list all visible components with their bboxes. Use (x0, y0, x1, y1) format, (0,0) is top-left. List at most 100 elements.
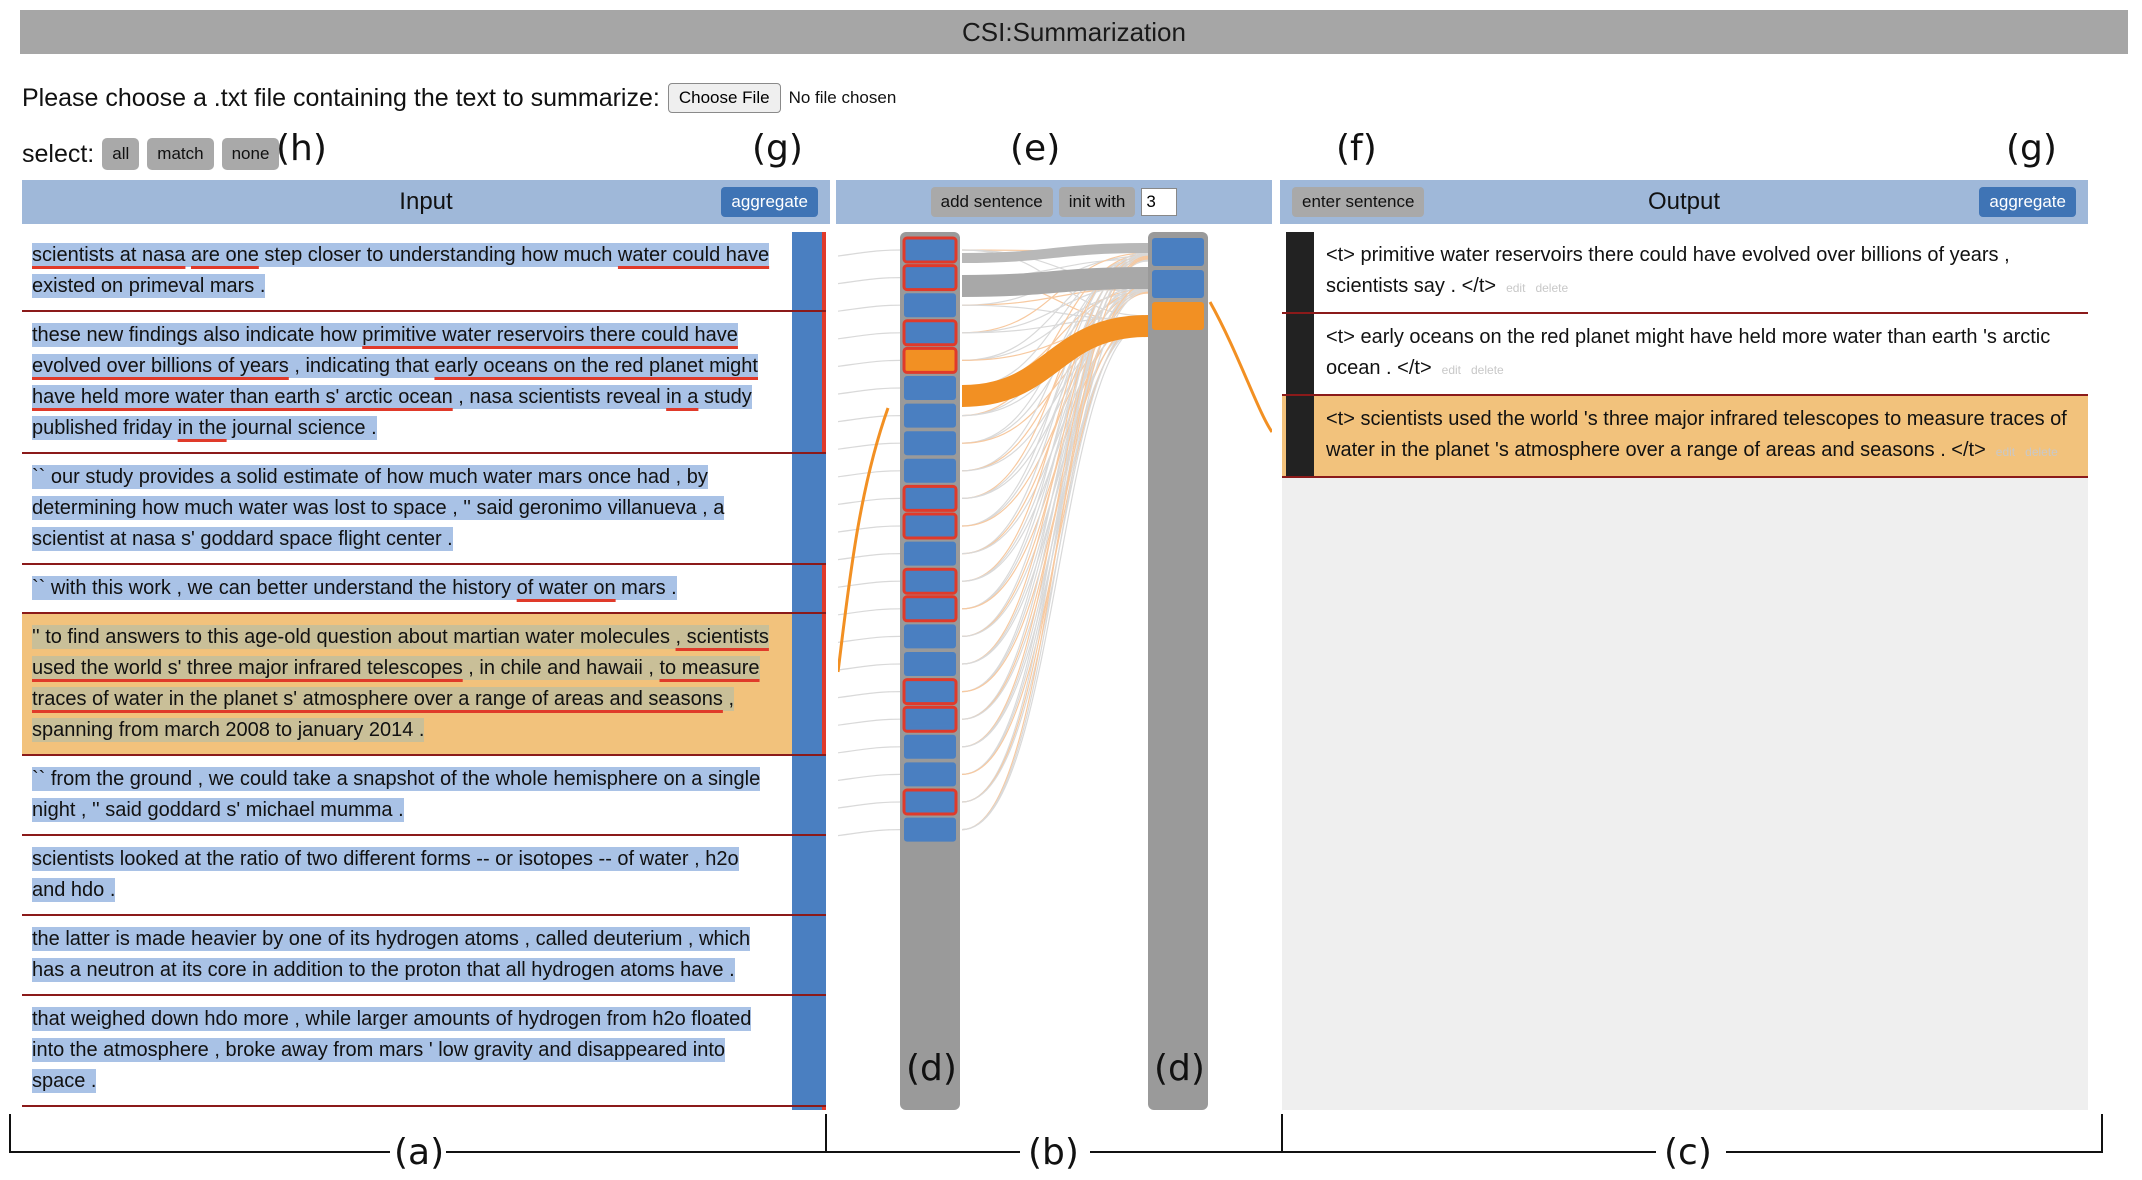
delete-link[interactable]: delete (1471, 363, 1504, 377)
sentence-fragment: `` with this work , we can better unders… (32, 577, 517, 599)
annotation-b: (b) (1028, 1132, 1079, 1173)
sentence-bar (792, 454, 826, 563)
annotation-a: (a) (394, 1132, 445, 1173)
choose-file-button[interactable]: Choose File (667, 83, 781, 113)
input-sentence[interactable]: that weighed down hdo more , while large… (22, 996, 826, 1107)
annotation-c: (c) (1664, 1132, 1712, 1173)
input-sentence[interactable]: `` from the ground , we could take a sna… (22, 756, 826, 836)
input-sentence-node[interactable] (902, 346, 958, 374)
enter-sentence-button[interactable]: enter sentence (1292, 187, 1425, 217)
output-sentence[interactable]: <t> scientists used the world 's three m… (1282, 396, 2088, 478)
matched-phrase: water could have (617, 244, 770, 266)
edit-link[interactable]: edit (1995, 445, 2016, 459)
input-sentence-node[interactable] (904, 376, 956, 400)
select-all-button[interactable]: all (102, 138, 140, 170)
input-sentence[interactable]: '' to find answers to this age-old quest… (22, 614, 826, 756)
flow-link-faint (838, 415, 901, 423)
sentence-fragment: `` our study provides a solid estimate o… (32, 466, 725, 550)
input-sentence-node[interactable] (904, 624, 956, 649)
sentence-bar (792, 614, 826, 754)
edit-link[interactable]: edit (1506, 281, 1526, 295)
select-match-button[interactable]: match (147, 138, 214, 170)
sentence-fragment: study published friday (32, 386, 752, 439)
input-aggregate-button[interactable]: aggregate (721, 187, 818, 217)
flow-link-faint (838, 525, 901, 533)
output-sentence-bar (1286, 396, 1314, 476)
flow-link-faint (961, 324, 1149, 720)
input-sentence[interactable]: scientists looked at the ratio of two di… (22, 836, 826, 916)
output-sentence[interactable]: <t> primitive water reservoirs there cou… (1282, 232, 2088, 314)
file-chooser-row: Please choose a .txt file containing the… (22, 80, 896, 116)
input-sentence-node[interactable] (902, 567, 958, 595)
add-sentence-button[interactable]: add sentence (930, 187, 1053, 217)
matched-phrase: in the (177, 417, 227, 439)
edit-link[interactable]: edit (1441, 363, 1461, 377)
input-sentence-node[interactable] (904, 817, 956, 842)
input-sentence[interactable]: `` with this work , we can better unders… (22, 565, 826, 614)
sentence-fragment: journal science . (226, 417, 377, 439)
flow-thick-lines (838, 243, 1272, 673)
input-sentence-node[interactable] (904, 541, 956, 566)
delete-link[interactable]: delete (1535, 281, 1569, 295)
input-sentence-node[interactable] (902, 512, 958, 540)
sentence-fragment: `` from the ground , we could take a sna… (32, 768, 761, 821)
delete-link[interactable]: delete (2025, 445, 2058, 459)
output-sentence-node[interactable] (1152, 270, 1204, 298)
flow-link-faint (961, 287, 1149, 582)
input-sentence-node[interactable] (902, 264, 958, 292)
input-sentence[interactable]: `` our study provides a solid estimate o… (22, 454, 826, 565)
flow-link-faint (961, 286, 1149, 499)
input-sentence-node[interactable] (902, 236, 958, 264)
flow-link-faint (838, 332, 901, 340)
flow-link-faint (838, 718, 901, 726)
input-pane[interactable]: scientists at nasa are one step closer t… (22, 232, 826, 1110)
output-sentence[interactable]: <t> early oceans on the red planet might… (1282, 314, 2088, 396)
sentence-fragment: these new findings also indicate how (32, 324, 363, 346)
select-none-button[interactable]: none (221, 138, 280, 170)
init-with-button[interactable]: init with (1058, 187, 1136, 217)
input-sentence-node[interactable] (902, 678, 958, 706)
output-aggregate-button[interactable]: aggregate (1979, 187, 2076, 217)
input-sentence-node[interactable] (904, 431, 956, 456)
input-sentence[interactable]: the latter is made heavier by one of its… (22, 916, 826, 996)
annotation-d-right: (d) (1154, 1048, 1205, 1089)
sentence-bar (792, 1107, 826, 1110)
input-sentence-text: '' to find answers to this age-old quest… (32, 625, 769, 742)
output-sentence-text: <t> early oceans on the red planet might… (1326, 326, 2051, 379)
matched-phrase: to measure traces of water in the planet… (32, 657, 760, 710)
input-sentence-node[interactable] (902, 705, 958, 733)
input-sentence-text: `` our study provides a solid estimate o… (32, 465, 725, 551)
output-title: Output (1647, 188, 1721, 215)
output-pane[interactable]: <t> primitive water reservoirs there cou… (1282, 232, 2088, 1110)
sentence-bar (792, 312, 826, 452)
input-sentence[interactable]: these new findings also indicate how pri… (22, 312, 826, 454)
input-sentence-node[interactable] (902, 788, 958, 816)
flow-link-faint (838, 553, 901, 561)
matched-phrase: , scientists used the world s' three maj… (32, 626, 769, 679)
input-sentence-node[interactable] (902, 319, 958, 347)
input-sentence-node[interactable] (904, 652, 956, 676)
input-sentence-node[interactable] (904, 762, 956, 787)
output-sentence-node[interactable] (1152, 302, 1204, 330)
input-sentence-node[interactable] (902, 484, 958, 512)
select-row: select: all match none (22, 134, 280, 174)
sentence-bar (792, 756, 826, 834)
file-status: No file chosen (788, 88, 897, 107)
annotation-h: (h) (276, 128, 327, 169)
input-sentence-node[interactable] (902, 595, 958, 623)
init-count-input[interactable] (1141, 188, 1178, 216)
input-sentence[interactable]: as a result , water trapped in mars s' p… (22, 1107, 826, 1110)
input-sentence-node[interactable] (904, 458, 956, 483)
sentence-bar (792, 232, 826, 310)
input-sentence[interactable]: scientists at nasa are one step closer t… (22, 232, 826, 312)
file-prompt: Please choose a .txt file containing the… (22, 83, 660, 112)
input-node-column (902, 236, 958, 842)
flow-link-faint (838, 277, 901, 285)
output-sentence-node[interactable] (1152, 238, 1204, 266)
input-sentence-node[interactable] (904, 293, 956, 318)
sentence-fragment: that weighed down hdo more , while large… (32, 1008, 752, 1092)
input-sentence-node[interactable] (904, 734, 956, 759)
sentence-fragment: the latter is made heavier by one of its… (32, 928, 751, 981)
input-sentence-node[interactable] (904, 403, 956, 428)
flow-link-faint (838, 580, 901, 588)
